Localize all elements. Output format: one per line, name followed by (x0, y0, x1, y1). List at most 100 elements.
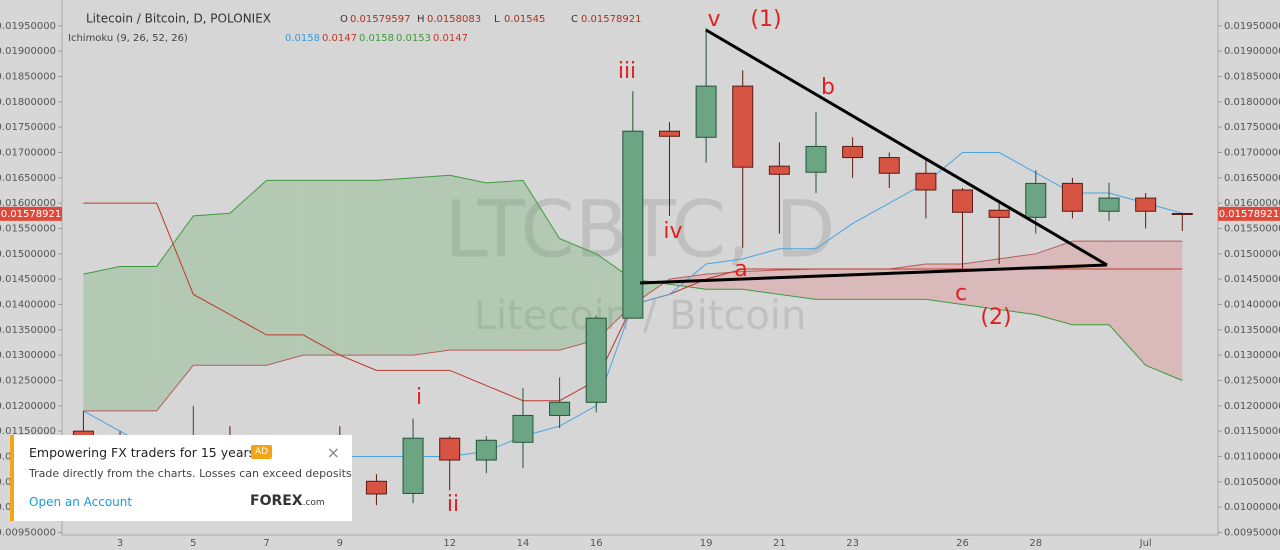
ad-link[interactable]: Open an Account (29, 495, 133, 509)
y-tick-label: 0.01800000 (1224, 97, 1280, 108)
y-tick-label: 0.01500000 (1224, 249, 1280, 260)
ad-close[interactable]: × (326, 443, 340, 462)
y-tick-label: 0.01350000 (0, 325, 56, 336)
cloud-fill (962, 258, 1000, 310)
cloud-fill (852, 269, 890, 300)
y-tick-label: 0.01000000 (1224, 502, 1280, 513)
cloud-fill (339, 180, 377, 356)
candle-body (768, 165, 790, 175)
y-tick-label: 0.01900000 (0, 46, 56, 57)
candle-body (1061, 182, 1083, 212)
ohlc-label: L (494, 14, 500, 25)
y-tick-label: 0.01350000 (1224, 325, 1280, 336)
y-tick-label: 0.01850000 (0, 72, 56, 83)
ad-badge: AD (251, 445, 273, 459)
price-tag-label: 0.01578921 (1, 209, 61, 220)
cloud-fill (413, 175, 450, 356)
y-tick-label: 0.01950000 (0, 21, 56, 32)
logo-text: FOREX (250, 493, 303, 509)
candle-body (952, 189, 974, 213)
candle-body (1171, 212, 1193, 215)
x-tick-label: 19 (700, 538, 713, 549)
x-tick-label: 5 (190, 538, 196, 549)
x-tick-label: 12 (443, 538, 456, 549)
indicator-value: 0.0147 (433, 33, 468, 44)
y-tick-label: 0.01300000 (1224, 350, 1280, 361)
y-tick-label: 0.01600000 (0, 198, 56, 209)
ad-banner: Empowering FX traders for 15 years AD × … (10, 435, 352, 521)
y-tick-label: 0.01050000 (1224, 477, 1280, 488)
y-tick-label: 0.01200000 (1224, 401, 1280, 412)
y-tick-label: 0.01100000 (1224, 451, 1280, 462)
y-tick-label: 0.01250000 (1224, 375, 1280, 386)
ad-logo: FOREX.com (250, 493, 325, 509)
indicator-title: Ichimoku (9, 26, 52, 26) (68, 33, 188, 44)
cloud-fill (522, 180, 560, 351)
x-tick-label: 28 (1029, 538, 1042, 549)
cloud-fill (83, 266, 121, 411)
candle-body (1135, 197, 1157, 212)
y-tick-label: 0.00950000 (0, 527, 56, 538)
ohlc-value: 0.01545 (504, 14, 545, 25)
y-tick-label: 0.01600000 (1224, 198, 1280, 209)
candle-body (622, 130, 644, 319)
y-tick-label: 0.01450000 (1224, 274, 1280, 285)
ohlc-label: O (340, 14, 348, 25)
ad-text: Trade directly from the charts. Losses c… (29, 467, 352, 480)
candle-body (1098, 197, 1120, 212)
x-tick-label: Jul (1139, 538, 1152, 549)
y-tick-label: 0.01500000 (0, 249, 56, 260)
candle-body (549, 401, 571, 416)
wave-label: (2) (980, 305, 1011, 330)
x-tick-label: 21 (773, 538, 786, 549)
candle-body (1025, 182, 1047, 218)
cloud-fill (156, 215, 194, 411)
ad-title: Empowering FX traders for 15 years (29, 445, 256, 460)
y-tick-label: 0.01800000 (0, 97, 56, 108)
indicator-value: 0.0158 (285, 33, 320, 44)
wave-label: v (707, 7, 720, 32)
y-tick-label: 0.01200000 (0, 401, 56, 412)
price-tag (1218, 206, 1280, 221)
ohlc-label: C (571, 14, 578, 25)
y-tick-label: 0.01750000 (0, 122, 56, 133)
trend-line (639, 263, 1108, 285)
candle-body (842, 145, 864, 159)
candle-body (658, 130, 680, 137)
y-tick-label: 0.01300000 (0, 350, 56, 361)
y-tick-label: 0.01850000 (1224, 72, 1280, 83)
y-tick-label: 0.01400000 (1224, 299, 1280, 310)
cloud-fill (742, 270, 780, 295)
x-tick-label: 14 (517, 538, 530, 549)
indicator-value: 0.0153 (396, 33, 431, 44)
trend-line (705, 28, 1108, 267)
ohlc-value: 0.01579597 (350, 14, 410, 25)
candle-body (915, 172, 937, 191)
ohlc-value: 0.0158083 (427, 14, 481, 25)
y-tick-label: 0.01250000 (0, 375, 56, 386)
y-tick-label: 0.01750000 (1224, 122, 1280, 133)
wave-label: a (734, 257, 747, 282)
candle-body (512, 414, 534, 443)
wave-label: iv (663, 219, 682, 244)
x-tick-label: 16 (590, 538, 603, 549)
cloud-fill (1145, 241, 1183, 381)
candle-body (585, 317, 607, 403)
cloud-fill (1035, 241, 1073, 325)
candle-body (475, 439, 497, 461)
candle-body (732, 85, 754, 168)
y-tick-label: 0.01550000 (1224, 223, 1280, 234)
cloud-fill (486, 180, 523, 351)
price-tag-label: 0.01578921 (1219, 209, 1279, 220)
chart-title: Litecoin / Bitcoin, D, POLONIEX (86, 12, 271, 26)
x-tick-label: 7 (263, 538, 269, 549)
x-tick-label: 23 (846, 538, 859, 549)
candle-body (402, 437, 424, 494)
cloud-fill (229, 180, 267, 366)
candle-body (365, 480, 387, 495)
ohlc-label: H (417, 14, 425, 25)
y-tick-label: 0.01450000 (0, 274, 56, 285)
cloud-fill (266, 180, 304, 366)
cloud-fill (376, 177, 414, 356)
